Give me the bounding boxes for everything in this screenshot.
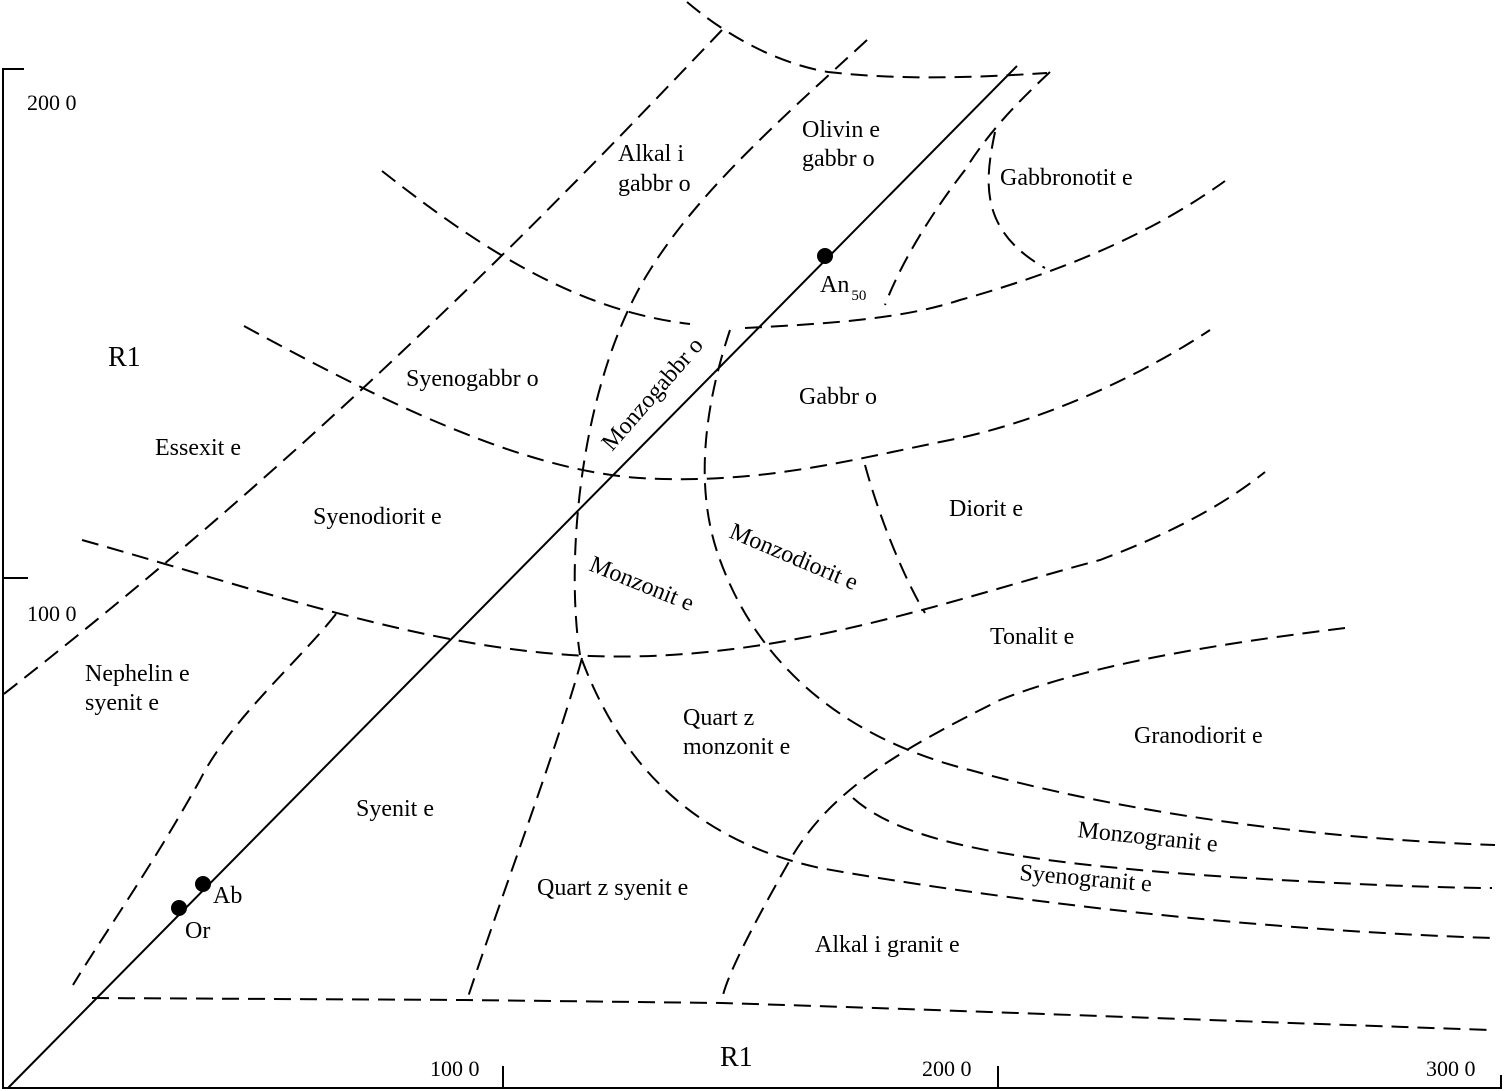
field-label: Olivin e — [802, 117, 880, 143]
an-label: An 50 — [820, 272, 866, 304]
field-label: Tonalit e — [990, 624, 1074, 650]
boundary-curve — [864, 464, 926, 614]
an-subscript: 50 — [851, 288, 866, 304]
boundary-curve — [72, 613, 337, 986]
field-label: Essexit e — [155, 435, 241, 461]
ab-label: Ab — [213, 883, 242, 909]
field-label: Alkal i — [618, 141, 684, 167]
boundary-curve — [466, 657, 583, 1001]
field-label: Nephelin e — [85, 661, 190, 687]
field-label: Granodiorit e — [1134, 723, 1263, 749]
boundary-curve — [0, 29, 723, 698]
ab-point — [195, 876, 211, 892]
or-point — [171, 900, 187, 916]
boundary-curve — [721, 627, 1346, 1001]
axes — [2, 68, 1502, 1089]
boundary-curve — [703, 329, 1496, 846]
boundary-curve — [852, 797, 1493, 889]
field-label: Monzonit e — [586, 551, 698, 616]
y-axis-label: R1 — [108, 342, 141, 373]
field-label: Syenit e — [356, 796, 434, 822]
boundary-curve — [91, 997, 1491, 1031]
an50-point — [817, 248, 833, 264]
field-label: Gabbr o — [799, 384, 877, 410]
field-label: Quart z — [683, 705, 754, 731]
field-label: Diorit e — [949, 496, 1023, 522]
or-label: Or — [185, 918, 210, 944]
field-label: gabbr o — [618, 171, 691, 197]
y-axis — [2, 68, 1502, 1089]
boundary-curve — [987, 131, 1046, 269]
axis-labels: R1 R1 200 0 100 0 100 0 200 0 300 0 — [27, 90, 1476, 1081]
field-label: Syenogranit e — [1018, 860, 1152, 897]
y-tick-label-1000: 100 0 — [27, 601, 77, 626]
field-label: Syenodiorit e — [313, 504, 442, 530]
boundary-curve — [243, 325, 1211, 481]
field-label: monzonit e — [683, 734, 790, 760]
x-axis-label: R1 — [720, 1042, 753, 1073]
field-label: gabbr o — [802, 146, 875, 172]
field-label: syenit e — [85, 690, 159, 716]
boundary-curve — [81, 471, 1266, 658]
x-tick-label-1000: 100 0 — [430, 1056, 480, 1081]
field-label: Gabbronotit e — [1000, 165, 1133, 191]
boundary-curve — [573, 39, 868, 656]
x-tick-label-3000: 300 0 — [1426, 1056, 1476, 1081]
reference-points: An 50 Ab Or — [171, 248, 866, 944]
field-label: Syenogabbr o — [406, 366, 539, 392]
boundary-curve — [884, 71, 1051, 306]
y-tick-label-2000: 200 0 — [27, 90, 77, 115]
boundary-curve — [381, 170, 691, 325]
field-label: Monzogranit e — [1076, 817, 1219, 858]
x-tick-label-2000: 200 0 — [922, 1056, 972, 1081]
boundary-curve — [686, 1, 1048, 79]
boundary-curve — [581, 659, 1493, 939]
field-label: Quart z syenit e — [537, 875, 688, 901]
field-boundaries — [0, 1, 1496, 1031]
field-label: Monzodiorit e — [726, 519, 862, 596]
field-label: Alkal i granit e — [815, 932, 960, 958]
boundary-curve — [744, 180, 1226, 329]
feldspar-trend-line — [7, 65, 1018, 1089]
